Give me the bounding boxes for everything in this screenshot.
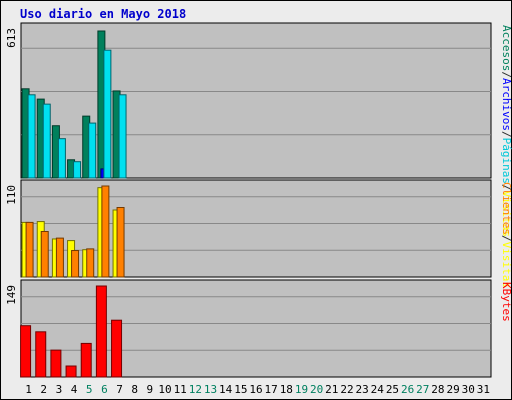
bar-kbytes-day-5 bbox=[80, 342, 92, 378]
x-tick-label: 16 bbox=[249, 383, 262, 396]
bar-kbytes-day-2 bbox=[35, 331, 47, 378]
x-tick-label: 15 bbox=[234, 383, 247, 396]
x-tick-label: 17 bbox=[265, 383, 278, 396]
x-tick-label: 20 bbox=[310, 383, 323, 396]
x-tick-label: 10 bbox=[158, 383, 171, 396]
x-tick-label: 28 bbox=[431, 383, 444, 396]
bar-pginas-day-4 bbox=[73, 161, 82, 179]
x-tick-label: 2 bbox=[40, 383, 47, 396]
x-tick-label: 3 bbox=[56, 383, 63, 396]
legend-entry: Visitas bbox=[500, 191, 512, 237]
x-tick-label: 6 bbox=[101, 383, 108, 396]
x-tick-label: 13 bbox=[204, 383, 217, 396]
bar-kbytes-day-7 bbox=[111, 319, 123, 378]
bar-clientes-day-2 bbox=[40, 231, 49, 278]
bar-pginas-day-5 bbox=[88, 122, 97, 179]
x-tick-label: 31 bbox=[477, 383, 490, 396]
legend-entry: Clientes bbox=[500, 182, 512, 235]
bar-kbytes-day-6 bbox=[95, 285, 107, 378]
panel-3: 149 KBytes bbox=[5, 279, 512, 378]
bar-clientes-day-6 bbox=[101, 185, 110, 278]
legend-entry: / bbox=[500, 235, 512, 242]
chart-title: Uso diario en Mayo 2018 bbox=[20, 7, 186, 21]
x-tick-label: 5 bbox=[86, 383, 93, 396]
x-tick-label: 22 bbox=[340, 383, 353, 396]
legend-entry: / bbox=[500, 184, 512, 191]
x-tick-label: 4 bbox=[71, 383, 78, 396]
bar-kbytes-day-4 bbox=[65, 365, 77, 378]
legend-entry: Accesos bbox=[500, 25, 512, 71]
x-tick-label: 1 bbox=[25, 383, 32, 396]
max-value-label: 613 bbox=[5, 28, 18, 48]
panel-legend: KBytes bbox=[500, 282, 512, 322]
bar-pginas-day-6 bbox=[103, 49, 112, 179]
bar-clientes-day-1 bbox=[25, 221, 34, 278]
x-tick-label: 26 bbox=[401, 383, 414, 396]
bar-clientes-day-5 bbox=[86, 248, 95, 278]
x-tick-label: 25 bbox=[386, 383, 399, 396]
x-tick-label: 29 bbox=[446, 383, 459, 396]
bar-pginas-day-3 bbox=[57, 138, 66, 179]
x-tick-label: 19 bbox=[295, 383, 308, 396]
legend-entry: Páginas bbox=[500, 138, 512, 184]
x-tick-label: 14 bbox=[219, 383, 233, 396]
legend-entry: / bbox=[500, 131, 512, 138]
x-tick-label: 8 bbox=[131, 383, 138, 396]
legend-entry: Visitas bbox=[500, 242, 512, 288]
bar-pginas-day-7 bbox=[118, 94, 127, 179]
x-tick-label: 18 bbox=[280, 383, 293, 396]
x-tick-label: 11 bbox=[174, 383, 187, 396]
x-tick-label: 21 bbox=[325, 383, 338, 396]
panel-legend: Clientes/Visitas bbox=[500, 182, 512, 288]
panel-legend: Accesos/Archivos/Páginas/Visitas bbox=[500, 25, 512, 237]
x-tick-label: 7 bbox=[116, 383, 123, 396]
x-tick-label: 12 bbox=[189, 383, 202, 396]
x-tick-label: 9 bbox=[147, 383, 154, 396]
x-tick-label: 23 bbox=[356, 383, 369, 396]
x-tick-label: 30 bbox=[462, 383, 475, 396]
panel-2: 110 Clientes/Visitas bbox=[5, 179, 512, 288]
max-value-label: 110 bbox=[5, 185, 18, 205]
bar-kbytes-day-3 bbox=[50, 349, 62, 378]
bar-clientes-day-7 bbox=[116, 207, 125, 278]
legend-entry: Archivos bbox=[500, 78, 512, 131]
bar-clientes-day-3 bbox=[55, 237, 64, 278]
bar-clientes-day-4 bbox=[71, 250, 80, 278]
bar-kbytes-day-1 bbox=[20, 325, 32, 378]
bar-pginas-day-1 bbox=[27, 94, 36, 179]
max-value-label: 149 bbox=[5, 285, 18, 305]
legend-entry: KBytes bbox=[500, 282, 512, 322]
bar-pginas-day-2 bbox=[42, 103, 51, 179]
x-tick-label: 27 bbox=[416, 383, 429, 396]
x-tick-label: 24 bbox=[371, 383, 385, 396]
legend-entry: / bbox=[500, 71, 512, 78]
panel-1: 613 Accesos/Archivos/Páginas/Visitas bbox=[5, 22, 512, 237]
x-axis-labels: 1 2 3 4 5 6 7 8 9 10 11 12 13 14 15 16 17 18 19 20 21 22 23 24 2… bbox=[25, 383, 490, 396]
